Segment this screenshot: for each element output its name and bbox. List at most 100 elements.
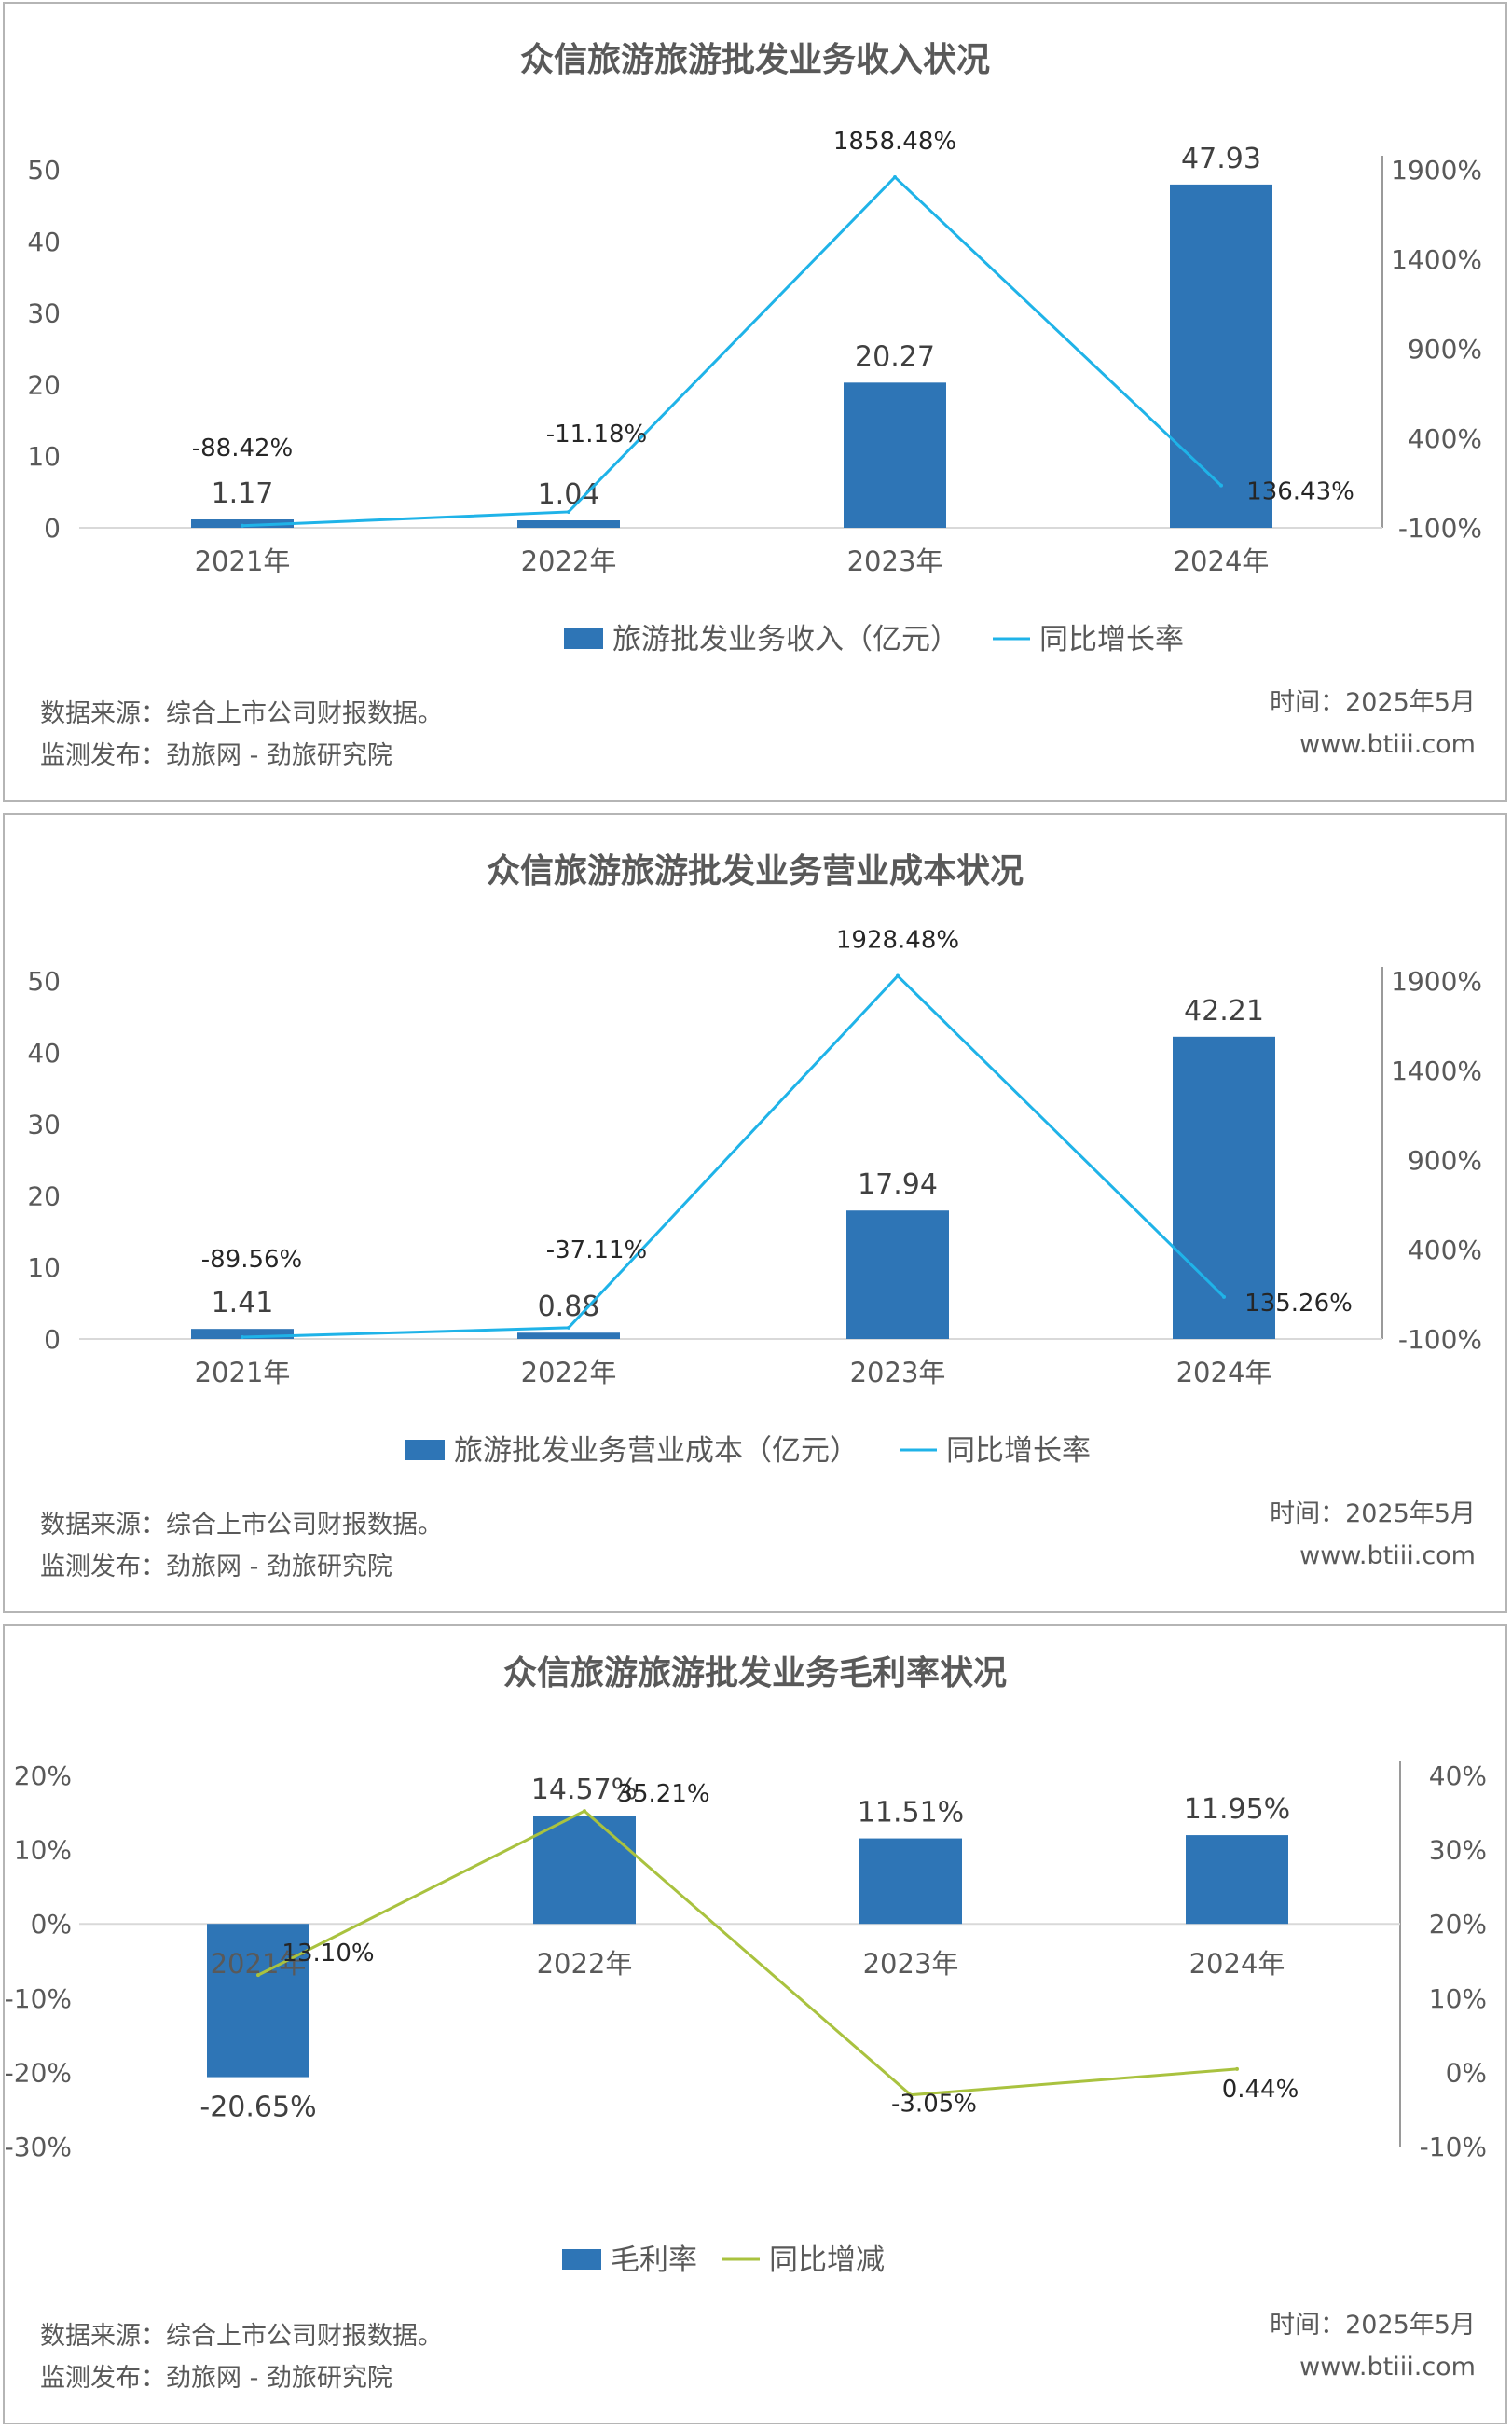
right-axis-tick-label: -100% [1398,513,1482,544]
right-axis-tick-label: 1400% [1391,1056,1482,1086]
chart-title: 众信旅游旅游批发业务收入状况 [520,41,990,79]
source-note: 数据来源：综合上市公司财报数据。 [40,699,443,728]
bar [517,520,620,528]
rate-point [583,1809,586,1814]
rate-point [256,1973,260,1978]
category-label: 2022年 [521,1357,617,1388]
legend-line-label: 同比增长率 [946,1434,1091,1468]
rate-data-label: -37.11% [546,1236,648,1264]
rate-point [1222,1294,1226,1299]
left-axis-tick-label: 10% [14,1835,72,1866]
bar [1170,184,1272,529]
publisher-note: 监测发布：劲旅网 - 劲旅研究院 [40,741,392,770]
left-axis-tick-label: 40 [27,227,61,257]
rate-data-label: 0.44% [1222,2076,1299,2104]
legend-bar-label: 毛利率 [611,2244,697,2277]
legend-bar-label: 旅游批发业务营业成本（亿元） [454,1434,859,1468]
rate-line [241,973,1226,1339]
left-axis-tick-label: -30% [5,2132,72,2162]
rate-data-label: 1928.48% [836,927,959,955]
left-axis-tick-label: 40 [27,1038,61,1069]
right-axis-tick-label: 20% [1429,1909,1487,1940]
rate-data-label: -11.18% [546,421,648,449]
rate-point [241,1334,244,1339]
right-axis-tick-label: 900% [1408,1145,1482,1176]
right-axis-tick-label: 10% [1429,1983,1487,2014]
right-axis-tick-label: 1900% [1391,966,1482,997]
bar-data-label: 1.04 [538,478,600,511]
date-note: 时间：2025年5月 [1270,2311,1476,2340]
right-axis-tick-label: 40% [1429,1760,1487,1791]
rate-data-label: 13.10% [282,1940,374,1967]
left-axis-tick-label: 0 [44,1324,61,1355]
date-note: 时间：2025年5月 [1270,1499,1476,1528]
rate-line [241,174,1223,528]
rate-point [567,509,570,514]
right-axis-tick-label: 400% [1408,1235,1482,1265]
right-axis-tick-label: 1900% [1391,155,1482,186]
chart-cost: 众信旅游旅游批发业务营业成本状况 0 10 20 30 40 50 -100% 400% 900%… [27,852,1482,1581]
left-axis-tick-label: 20% [14,1760,72,1791]
publisher-note: 监测发布：劲旅网 - 劲旅研究院 [40,2364,392,2393]
legend-line-label: 同比增减 [769,2244,885,2277]
rate-point [1219,483,1223,488]
category-label: 2023年 [847,545,943,577]
chart-title: 众信旅游旅游批发业务营业成本状况 [487,852,1024,891]
right-axis-tick-label: 1400% [1391,244,1482,275]
legend-bar-swatch [564,628,603,649]
left-axis-tick-label: 20 [27,369,61,400]
category-label: 2022年 [521,545,617,577]
source-note: 数据来源：综合上市公司财报数据。 [40,1511,443,1539]
category-label: 2024年 [1174,545,1270,577]
rate-point [909,2092,913,2097]
left-axis-tick-label: 10 [27,1252,61,1283]
legend-bar-label: 旅游批发业务收入（亿元） [612,623,959,656]
website-note: www.btiii.com [1299,2353,1476,2382]
bar-data-label: -20.65% [199,2092,316,2124]
rate-data-label: -89.56% [201,1246,303,1274]
right-axis-tick-label: 400% [1408,423,1482,454]
rate-point [1235,2066,1239,2071]
category-label: 2024年 [1176,1357,1272,1388]
bar [846,1210,949,1339]
bar [859,1838,962,1925]
rate-data-label: -88.42% [192,435,294,463]
left-axis-tick-label: 30 [27,1110,61,1140]
category-label: 2021年 [195,545,291,577]
left-axis-tick-label: 30 [27,298,61,329]
left-axis-tick-label: 50 [27,155,61,186]
bar-data-label: 0.88 [538,1291,600,1323]
category-label: 2023年 [863,1948,959,1980]
publisher-note: 监测发布：劲旅网 - 劲旅研究院 [40,1553,392,1581]
rate-data-label: 35.21% [617,1780,709,1808]
legend-bar-swatch [562,2249,601,2270]
legend-line-label: 同比增长率 [1039,623,1184,656]
left-axis-tick-label: -20% [5,2057,72,2088]
bar [191,519,294,528]
bar-data-label: 1.41 [212,1287,274,1319]
bar [1186,1835,1288,1925]
chart-revenue: 众信旅游旅游批发业务收入状况 0 10 20 30 40 50 -100% 400% 900% 14… [27,41,1482,770]
rate-point [567,1325,570,1330]
legend-bar-swatch [405,1440,445,1460]
bar-data-label: 17.94 [858,1168,938,1201]
bar-data-label: 11.95% [1184,1793,1290,1826]
category-label: 2021年 [195,1357,291,1388]
right-axis-tick-label: -100% [1398,1324,1482,1355]
category-label: 2024年 [1189,1948,1285,1980]
source-note: 数据来源：综合上市公司财报数据。 [40,2322,443,2351]
bar-data-label: 20.27 [855,340,935,373]
chart-title: 众信旅游旅游批发业务毛利率状况 [503,1654,1007,1692]
rate-data-label: -3.05% [891,2091,977,2119]
right-axis-tick-label: -10% [1420,2132,1487,2162]
bar-data-label: 11.51% [858,1797,964,1829]
left-axis-tick-label: 10 [27,441,61,472]
bar [1173,1036,1275,1339]
bar [533,1816,636,1925]
bar-data-label: 47.93 [1181,143,1261,175]
bar [207,1924,309,2078]
bar [844,382,946,528]
bar-data-label: 42.21 [1184,995,1264,1028]
rate-point [241,523,244,528]
bar [517,1332,620,1339]
